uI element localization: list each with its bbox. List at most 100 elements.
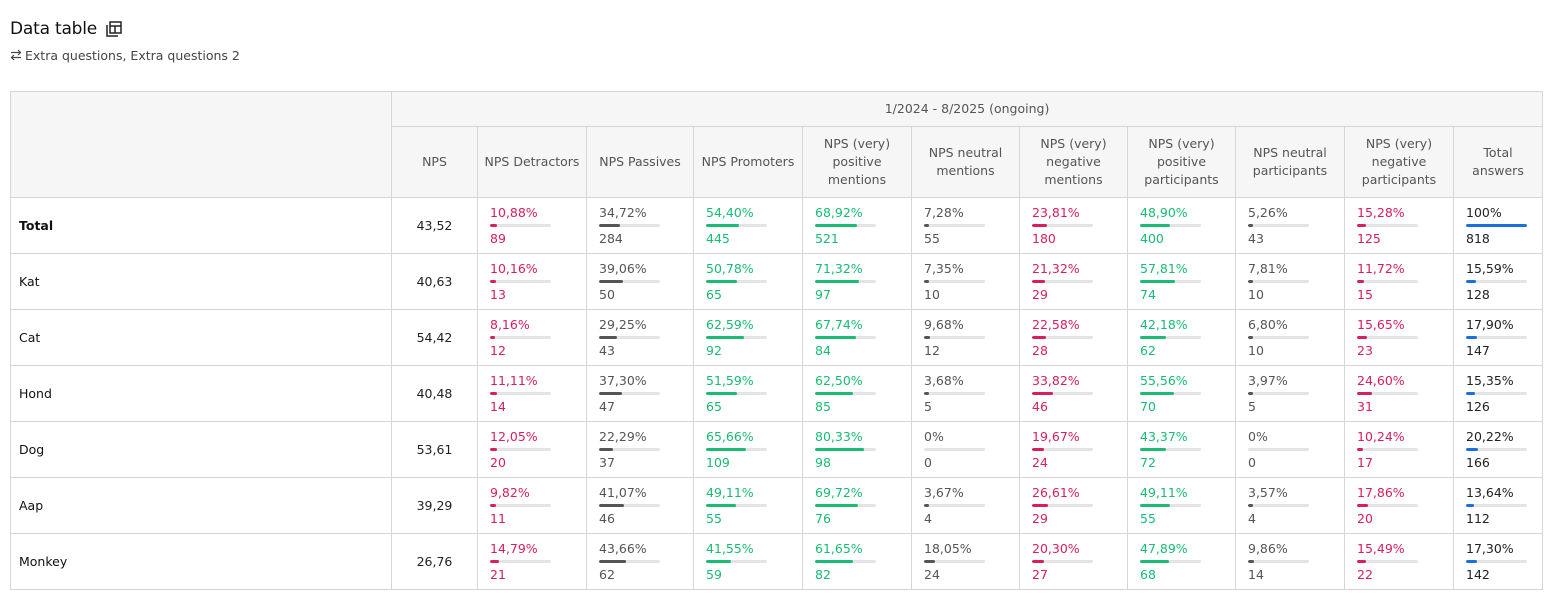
progress-bar	[1140, 224, 1201, 227]
cell-passives: 34,72% 284	[586, 197, 694, 254]
progress-bar	[924, 392, 985, 395]
cell-count: 400	[1140, 231, 1164, 246]
cell-pos_participants: 55,56% 70	[1127, 365, 1236, 422]
cell-percentage: 49,11%	[1140, 485, 1188, 500]
progress-bar-fill	[1466, 448, 1479, 451]
cell-count: 27	[1032, 567, 1048, 582]
nps-score: 53,61	[391, 421, 478, 478]
cell-neg_participants: 15,49% 22	[1344, 533, 1454, 590]
cell-percentage: 26,61%	[1032, 485, 1080, 500]
cell-percentage: 5,26%	[1248, 205, 1288, 220]
progress-bar	[1248, 392, 1309, 395]
cell-percentage: 47,89%	[1140, 541, 1188, 556]
cell-promoters: 65,66% 109	[693, 421, 803, 478]
cell-promoters: 54,40% 445	[693, 197, 803, 254]
progress-bar-fill	[815, 504, 858, 507]
cell-neu_mentions: 18,05% 24	[911, 533, 1020, 590]
cell-percentage: 62,50%	[815, 373, 863, 388]
column-header-detractors: NPS Detractors	[477, 126, 587, 198]
progress-bar	[1140, 392, 1201, 395]
progress-bar	[599, 280, 660, 283]
cell-count: 43	[599, 343, 615, 358]
column-header-neu_participants: NPS neutral participants	[1235, 126, 1345, 198]
page-title: Data table	[10, 19, 98, 39]
cell-pos_mentions: 62,50% 85	[802, 365, 912, 422]
cell-detractors: 11,11% 14	[477, 365, 587, 422]
progress-bar	[1140, 504, 1201, 507]
cell-count: 29	[1032, 511, 1048, 526]
cell-neu_mentions: 7,28% 55	[911, 197, 1020, 254]
progress-bar-fill	[599, 336, 617, 339]
progress-bar	[706, 280, 767, 283]
row-label: Aap	[10, 477, 392, 534]
column-header-nps: NPS	[391, 126, 478, 198]
progress-bar-fill	[815, 280, 859, 283]
progress-bar	[599, 224, 660, 227]
cell-percentage: 17,30%	[1466, 541, 1514, 556]
progress-bar-fill	[706, 504, 736, 507]
cell-count: 14	[1248, 567, 1264, 582]
cell-count: 92	[706, 343, 722, 358]
progress-bar	[924, 224, 985, 227]
cell-percentage: 33,82%	[1032, 373, 1080, 388]
cell-count: 84	[815, 343, 831, 358]
progress-bar-fill	[1466, 224, 1527, 227]
progress-bar	[815, 336, 876, 339]
progress-bar	[706, 336, 767, 339]
cell-count: 521	[815, 231, 839, 246]
cell-pos_participants: 49,11% 55	[1127, 477, 1236, 534]
progress-bar-fill	[599, 280, 623, 283]
progress-bar	[1032, 336, 1093, 339]
cell-total: 13,64% 112	[1452, 477, 1544, 534]
cell-count: 20	[1357, 511, 1373, 526]
cell-percentage: 54,40%	[706, 205, 754, 220]
progress-bar	[599, 448, 660, 451]
cell-percentage: 17,86%	[1357, 485, 1405, 500]
nps-score: 40,63	[391, 253, 478, 310]
cell-percentage: 6,80%	[1248, 317, 1288, 332]
progress-bar-fill	[924, 336, 930, 339]
cell-count: 10	[924, 287, 940, 302]
cell-percentage: 9,82%	[490, 485, 530, 500]
cell-pos_mentions: 68,92% 521	[802, 197, 912, 254]
cell-count: 70	[1140, 399, 1156, 414]
progress-bar-fill	[815, 336, 857, 339]
table-row: Cat 54,42 8,16% 12 29,25% 43 62,59% 92 67,74% 84 9…	[10, 309, 1544, 366]
progress-bar-fill	[1248, 392, 1254, 395]
cell-promoters: 41,55% 59	[693, 533, 803, 590]
period-header: 1/2024 - 8/2025 (ongoing)	[390, 91, 1544, 127]
cell-count: 12	[924, 343, 940, 358]
cell-neu_participants: 6,80% 10	[1235, 309, 1345, 366]
progress-bar	[924, 560, 985, 563]
progress-bar-fill	[815, 392, 854, 395]
cell-percentage: 29,25%	[599, 317, 647, 332]
corner-cell	[10, 91, 392, 198]
cell-percentage: 61,65%	[815, 541, 863, 556]
table-layout-icon[interactable]	[106, 21, 122, 37]
progress-bar	[490, 392, 551, 395]
cell-percentage: 43,37%	[1140, 429, 1188, 444]
cell-percentage: 7,28%	[924, 205, 964, 220]
progress-bar	[490, 280, 551, 283]
cell-count: 29	[1032, 287, 1048, 302]
progress-bar-fill	[1248, 504, 1254, 507]
cell-percentage: 41,07%	[599, 485, 647, 500]
progress-bar-fill	[1357, 504, 1368, 507]
progress-bar-fill	[815, 448, 864, 451]
progress-bar	[1466, 448, 1527, 451]
cell-total: 100% 818	[1452, 197, 1544, 254]
cell-percentage: 57,81%	[1140, 261, 1188, 276]
cell-detractors: 9,82% 11	[477, 477, 587, 534]
cell-count: 82	[815, 567, 831, 582]
cell-detractors: 12,05% 20	[477, 421, 587, 478]
cell-count: 62	[1140, 343, 1156, 358]
cell-percentage: 0%	[924, 429, 944, 444]
progress-bar-fill	[1032, 224, 1047, 227]
cell-count: 126	[1466, 399, 1490, 414]
cell-percentage: 14,79%	[490, 541, 538, 556]
cell-neu_mentions: 0% 0	[911, 421, 1020, 478]
cell-neu_mentions: 7,35% 10	[911, 253, 1020, 310]
cell-neg_mentions: 21,32% 29	[1019, 253, 1128, 310]
progress-bar	[706, 560, 767, 563]
cell-count: 74	[1140, 287, 1156, 302]
